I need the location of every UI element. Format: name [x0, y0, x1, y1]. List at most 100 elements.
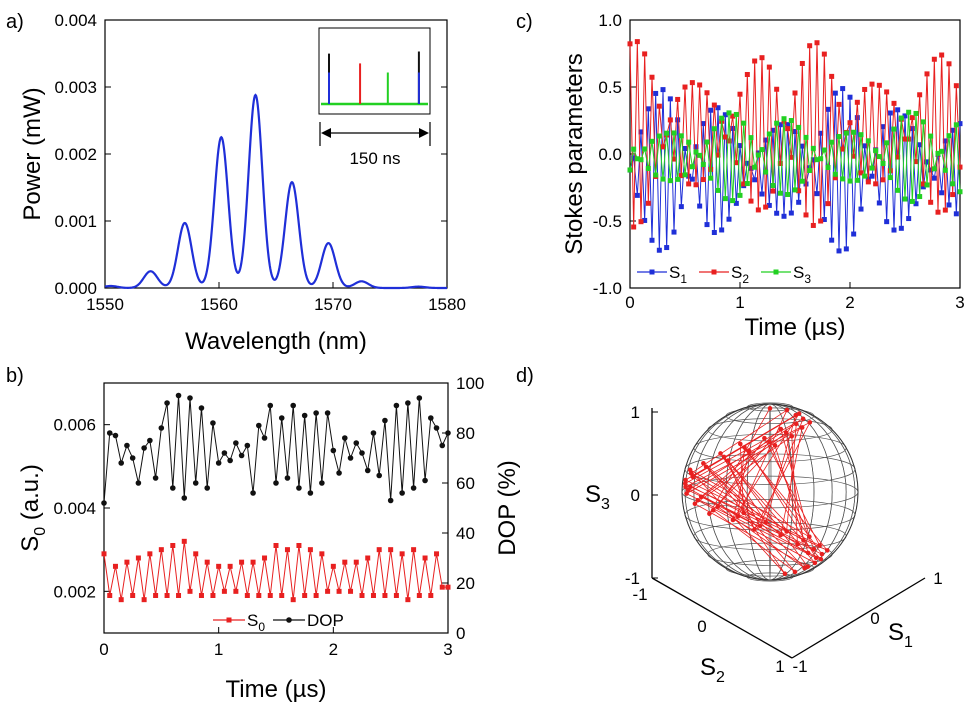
panel-c-s3-point — [895, 187, 901, 193]
panel-c-s3-point — [686, 139, 692, 145]
panel-d-xlabel: S1 — [888, 619, 913, 651]
panel-d-trajectory-point — [746, 448, 752, 454]
panel-c-s3-point — [887, 175, 893, 181]
panel-c-s2-point — [631, 224, 637, 230]
panel-d-trajectory-point — [703, 464, 709, 470]
panel-c-s2-point — [942, 207, 948, 213]
panel-d-trajectory-point — [818, 556, 824, 562]
panel-c-s3-point — [711, 126, 717, 132]
panel-b-s0-point — [434, 551, 440, 557]
panel-b-s0-point — [239, 559, 245, 565]
panel-b-dop-point — [170, 485, 176, 491]
panel-b-xtick-label: 3 — [443, 640, 452, 659]
panel-b-s0-point — [284, 547, 290, 553]
panel-c-s1-point — [799, 143, 805, 149]
panel-b-ytick-right-label: 80 — [456, 424, 475, 443]
panel-b-s0-point — [107, 593, 113, 598]
panel-b-s0-point — [176, 593, 182, 598]
panel-c-s1-point — [913, 201, 919, 207]
panel-c-s3-point — [829, 139, 835, 145]
panel-d-trajectory-point — [725, 458, 731, 463]
panel-c-s3-point — [909, 198, 915, 204]
panel-b-s0-point — [130, 593, 136, 598]
panel-c-s3-point — [950, 181, 956, 187]
panel-b-dop-point — [227, 457, 233, 464]
panel-d-sphere-outline — [681, 403, 859, 581]
panel-d-trajectory-point — [741, 510, 746, 516]
panel-b-legend-name: DOP — [307, 611, 344, 630]
panel-c-s1-point — [917, 142, 923, 148]
panel-b-dop-point — [267, 402, 274, 409]
panel-c-s3-point — [917, 194, 923, 200]
panel-c-s2-point — [902, 136, 908, 142]
panel-c-s1-point — [642, 217, 648, 223]
panel-c-s3-point — [880, 161, 886, 167]
panel-c-s3-point — [733, 111, 739, 117]
panel-a-inset: 150 ns — [318, 27, 431, 168]
panel-c-s2-point — [704, 90, 710, 96]
panel-c-s3-point — [814, 157, 820, 163]
panel-c-s1-point — [631, 155, 637, 161]
panel-c-s2-point — [884, 89, 890, 95]
panel-c-s2-point — [818, 218, 824, 224]
panel-b-s0-point — [210, 593, 216, 598]
panel-c-s1-point — [752, 177, 758, 183]
panel-c-s3-point — [715, 187, 721, 193]
panel-d-zlabel-sub: 3 — [601, 496, 610, 513]
panel-d-trajectory-point — [683, 484, 688, 490]
panel-d-trajectory-point — [698, 494, 704, 500]
panel-b-ytick-left-label: 0.004 — [53, 499, 96, 518]
panel-c-s2-point — [917, 92, 923, 98]
panel-b-s0-line — [103, 541, 448, 600]
panel-b-legend-marker — [226, 617, 232, 623]
panel-c-legend-sub: 3 — [804, 272, 811, 286]
panel-b-dop-point — [233, 440, 239, 446]
panel-c-xlabel: Time (µs) — [745, 314, 846, 341]
panel-c-s2-point — [675, 96, 681, 102]
panel-b-dop-point — [187, 395, 193, 401]
panel-c-s3-point — [810, 145, 816, 151]
panel-c-s1-point — [664, 245, 670, 251]
panel-b-s0-point — [193, 551, 199, 557]
panel-d-trajectory-point — [778, 426, 784, 432]
panel-c-s3-point — [642, 146, 648, 152]
panel-c-s2-point — [895, 154, 901, 160]
panel-b-s0-point — [250, 559, 256, 565]
panel-d-chart: 10-1-101 -101 S3 S2 S1 — [585, 402, 943, 686]
panel-c-s3-point — [807, 168, 813, 174]
panel-c-s1-point — [876, 200, 882, 206]
panel-b-dop-point — [416, 395, 423, 401]
panel-b-dop-point — [313, 410, 319, 416]
panel-c-s1-point — [829, 237, 835, 243]
panel-d-ticks: 10-1-101 -101 — [625, 403, 943, 676]
panel-c-s3-point — [854, 177, 860, 183]
panel-c-s3-point — [667, 178, 673, 184]
panel-d-trajectory-point — [688, 471, 694, 476]
panel-b-s0-point — [227, 563, 233, 569]
panel-d-trajectory-point — [701, 460, 706, 466]
panel-c-s3-point — [697, 152, 703, 158]
panel-b-dop-point — [324, 410, 331, 416]
panel-c-s2-point — [832, 175, 838, 181]
panel-b-s0-point — [422, 555, 428, 561]
panel-b-ytick-right-label: 0 — [456, 624, 465, 643]
panel-d-trajectory-point — [767, 406, 773, 411]
panel-b-s0-point — [382, 593, 388, 598]
panel-c-s2-point — [939, 52, 945, 58]
panel-d-trajectory-point — [807, 534, 812, 539]
panel-c-s3-point — [818, 156, 824, 162]
panel-b-s0-point — [405, 597, 411, 603]
panel-c-s3-point — [671, 130, 677, 136]
panel-c-s1-point — [843, 246, 849, 252]
panel-c-s2-point — [935, 209, 941, 215]
panel-b-dop-point — [106, 430, 113, 436]
panel-c-s2-point — [909, 115, 915, 121]
panel-d-s2-tick-label: 1 — [775, 657, 784, 676]
panel-c-s3-point — [759, 147, 765, 153]
panel-b-s0-point — [181, 538, 187, 544]
panel-b-legend-name: S — [247, 611, 258, 630]
panel-c-s3-point — [928, 133, 934, 139]
panel-b-dop-point — [278, 415, 285, 421]
panel-c-s2-point — [847, 120, 853, 126]
